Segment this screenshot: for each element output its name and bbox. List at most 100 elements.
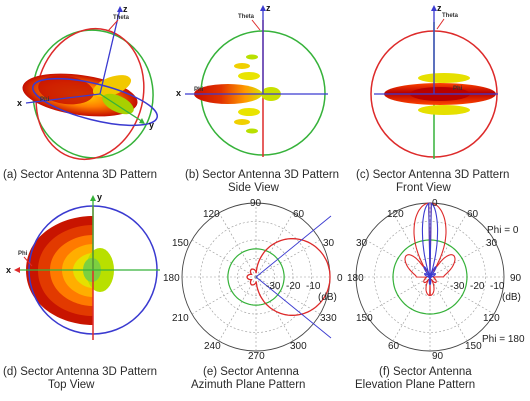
panel-b-side-lobe-2 xyxy=(234,63,250,69)
panel-b-phi-label: Phi xyxy=(194,87,204,93)
panel-f-angle-label: 30 xyxy=(356,238,368,249)
panel-d-x-label: x xyxy=(6,265,11,275)
panel-e-angle-label: 90 xyxy=(250,198,262,209)
caption-d-line1: (d) Sector Antenna 3D Pattern xyxy=(3,366,157,378)
caption-f-line1: (f) Sector Antenna xyxy=(379,366,472,378)
caption-e-line2: Azimuth Plane Pattern xyxy=(191,379,305,391)
panel-a-z-arrow xyxy=(117,6,123,12)
panel-f-angle-label: 150 xyxy=(356,313,373,324)
panel-c-upper-lobe xyxy=(418,73,470,83)
panel-e-angle-label: 150 xyxy=(172,238,189,249)
caption-d-line2: Top View xyxy=(48,379,95,391)
panel-a-theta-label: Theta xyxy=(113,15,130,21)
panel-e-angle-label: 30 xyxy=(323,238,335,249)
panel-d-phi-arrow xyxy=(23,256,33,267)
panel-c-front-view: z Theta Phi xyxy=(370,3,498,159)
panel-f-angle-label: 90 xyxy=(432,351,444,362)
panel-a-blue-ring xyxy=(31,77,159,127)
panel-f-angle-label: 120 xyxy=(483,313,500,324)
panel-b-x-label: x xyxy=(176,88,181,98)
panel-a-x-axis xyxy=(25,93,101,104)
panel-e-angle-label: 210 xyxy=(172,313,189,324)
panel-f-cut-label-top: Phi = 0 xyxy=(487,225,519,236)
panel-b-side-lobe-5 xyxy=(234,119,250,125)
panel-f-angle-label: 120 xyxy=(387,209,404,220)
panel-e-angle-label: 0 xyxy=(337,273,343,284)
polar-grid-ring xyxy=(237,258,275,296)
panel-d-top-view: y x Phi xyxy=(6,192,160,340)
panel-a-z-label: z xyxy=(123,4,128,14)
panel-b-z-arrow xyxy=(260,5,266,11)
panel-d-x-arrow xyxy=(14,267,20,273)
panel-f-green-curve xyxy=(392,239,468,315)
panel-a-phi-label: Phi xyxy=(40,97,50,103)
panel-f-elevation-plot: 0 30 60 90 120 150 180 150 120 90 60 30 … xyxy=(347,198,525,362)
polar-spoke xyxy=(191,239,257,278)
caption-b-line1: (b) Sector Antenna 3D Pattern xyxy=(185,169,339,181)
panel-e-azimuth-plot: 90 60 30 0 330 300 270 240 210 180 150 1… xyxy=(163,198,343,362)
panel-b-z-label: z xyxy=(266,3,271,13)
panel-b-side-lobe-3 xyxy=(246,54,258,60)
panel-e-angle-label: 330 xyxy=(320,313,337,324)
panel-c-z-arrow xyxy=(431,5,437,11)
panel-b-side-lobe-4 xyxy=(238,108,260,116)
panel-c-theta-label: Theta xyxy=(442,13,459,19)
polar-spoke xyxy=(218,276,257,342)
panel-d-y-arrow xyxy=(90,195,96,201)
panel-c-phi-label: Phi xyxy=(453,86,463,92)
panel-f-red-pattern xyxy=(404,202,456,297)
panel-d-phi-label: Phi xyxy=(18,251,28,257)
panel-a-3d-pattern: z Theta x y Phi xyxy=(17,4,159,161)
panel-a-x-label: x xyxy=(17,98,22,108)
panel-c-z-label: z xyxy=(437,3,442,13)
panel-e-radial-label: -10 xyxy=(306,281,321,292)
polar-spoke xyxy=(255,239,321,278)
panel-c-theta-arrow xyxy=(436,18,445,30)
polar-spoke xyxy=(255,276,294,342)
panel-e-angle-label: 180 xyxy=(163,273,180,284)
panel-a-theta-arrow xyxy=(107,19,119,32)
panel-f-angle-label: 90 xyxy=(510,273,522,284)
panel-e-beam-edge-upper xyxy=(255,215,332,278)
panel-b-theta-arrow xyxy=(251,19,261,31)
panel-e-radial-label: -20 xyxy=(286,281,301,292)
panel-f-radial-label: -30 xyxy=(450,281,465,292)
caption-e-line1: (e) Sector Antenna xyxy=(203,366,299,378)
captions: (a) Sector Antenna 3D Pattern (b) Sector… xyxy=(3,169,509,391)
panel-e-angle-label: 300 xyxy=(290,341,307,352)
panel-e-unit-label: (dB) xyxy=(318,292,337,303)
panel-f-angle-label: 30 xyxy=(486,238,498,249)
panel-f-cut-label-bottom: Phi = 180 xyxy=(482,334,525,345)
polar-spoke xyxy=(218,212,257,278)
panel-e-labels: 90 60 30 0 330 300 270 240 210 180 150 1… xyxy=(163,198,343,362)
panel-e-angle-label: 60 xyxy=(293,209,305,220)
panel-a-y-axis xyxy=(99,93,144,123)
panel-b-side-lobe-1 xyxy=(238,72,260,80)
panel-b-side-view: z Theta x Phi xyxy=(176,3,328,157)
panel-f-angle-label: 60 xyxy=(388,341,400,352)
panel-c-lower-lobe xyxy=(418,105,470,115)
panel-b-theta-label: Theta xyxy=(238,14,255,20)
panel-a-side-lobe-2 xyxy=(102,93,134,115)
polar-grid-ring xyxy=(200,221,312,333)
panel-f-radial-label: -20 xyxy=(470,281,485,292)
panel-f-blue-pattern xyxy=(421,202,439,286)
panel-a-lobe-front xyxy=(38,75,94,105)
caption-a: (a) Sector Antenna 3D Pattern xyxy=(3,169,157,181)
caption-f-line2: Elevation Plane Pattern xyxy=(355,379,475,391)
caption-c-line1: (c) Sector Antenna 3D Pattern xyxy=(356,169,509,181)
polar-spoke xyxy=(255,212,294,278)
panel-f-angle-label: 180 xyxy=(347,273,364,284)
panel-e-angle-label: 240 xyxy=(204,341,221,352)
panel-f-angle-label: 0 xyxy=(432,198,438,209)
panel-e-angle-label: 120 xyxy=(203,209,220,220)
panel-e-beam-edge-lower xyxy=(255,276,332,339)
panel-f-radial-label: -10 xyxy=(490,281,505,292)
polar-spoke xyxy=(255,276,321,315)
panel-e-angle-label: 270 xyxy=(248,351,265,362)
polar-grid-ring xyxy=(374,221,486,333)
caption-b-line2: Side View xyxy=(228,182,280,194)
polar-spoke xyxy=(191,276,257,315)
panel-f-angle-label: 150 xyxy=(465,341,482,352)
